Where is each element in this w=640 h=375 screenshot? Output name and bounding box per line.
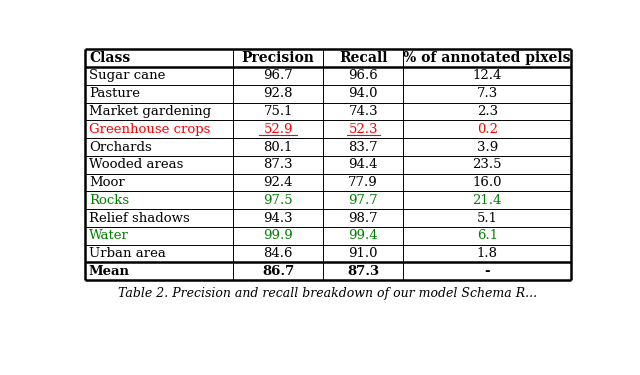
- Text: 87.3: 87.3: [264, 158, 293, 171]
- Text: 86.7: 86.7: [262, 265, 294, 278]
- Text: 98.7: 98.7: [348, 211, 378, 225]
- Text: Moor: Moor: [89, 176, 125, 189]
- Text: 87.3: 87.3: [347, 265, 380, 278]
- Text: 99.4: 99.4: [348, 229, 378, 242]
- Text: Precision: Precision: [242, 51, 315, 65]
- Text: Wooded areas: Wooded areas: [89, 158, 183, 171]
- Text: 21.4: 21.4: [472, 194, 502, 207]
- Text: 52.3: 52.3: [349, 123, 378, 136]
- Text: -: -: [484, 265, 490, 278]
- Text: 6.1: 6.1: [477, 229, 498, 242]
- Text: Pasture: Pasture: [89, 87, 140, 100]
- Text: 74.3: 74.3: [348, 105, 378, 118]
- Text: 52.9: 52.9: [264, 123, 293, 136]
- Text: Rocks: Rocks: [89, 194, 129, 207]
- Text: 91.0: 91.0: [349, 247, 378, 260]
- Text: 16.0: 16.0: [472, 176, 502, 189]
- Text: 94.4: 94.4: [349, 158, 378, 171]
- Text: 23.5: 23.5: [472, 158, 502, 171]
- Text: 3.9: 3.9: [477, 141, 498, 153]
- Text: 83.7: 83.7: [348, 141, 378, 153]
- Text: 2.3: 2.3: [477, 105, 498, 118]
- Text: 94.0: 94.0: [349, 87, 378, 100]
- Text: Mean: Mean: [89, 265, 130, 278]
- Text: 5.1: 5.1: [477, 211, 498, 225]
- Text: % of annotated pixels: % of annotated pixels: [403, 51, 571, 65]
- Text: Water: Water: [89, 229, 129, 242]
- Text: 80.1: 80.1: [264, 141, 293, 153]
- Text: 97.5: 97.5: [264, 194, 293, 207]
- Text: 77.9: 77.9: [348, 176, 378, 189]
- Text: Greenhouse crops: Greenhouse crops: [89, 123, 211, 136]
- Text: 94.3: 94.3: [264, 211, 293, 225]
- Text: 97.7: 97.7: [348, 194, 378, 207]
- Text: Urban area: Urban area: [89, 247, 166, 260]
- Text: 96.7: 96.7: [263, 69, 293, 82]
- Text: Relief shadows: Relief shadows: [89, 211, 189, 225]
- Text: Orchards: Orchards: [89, 141, 152, 153]
- Text: Recall: Recall: [339, 51, 387, 65]
- Text: 7.3: 7.3: [477, 87, 498, 100]
- Text: 75.1: 75.1: [264, 105, 293, 118]
- Text: 0.2: 0.2: [477, 123, 498, 136]
- Text: Market gardening: Market gardening: [89, 105, 211, 118]
- Text: Class: Class: [89, 51, 130, 65]
- Text: 84.6: 84.6: [264, 247, 293, 260]
- Text: 92.8: 92.8: [264, 87, 293, 100]
- Text: 92.4: 92.4: [264, 176, 293, 189]
- Text: Table 2. Precision and recall breakdown of our model Schema R...: Table 2. Precision and recall breakdown …: [118, 287, 538, 300]
- Text: 99.9: 99.9: [263, 229, 293, 242]
- Text: 96.6: 96.6: [348, 69, 378, 82]
- Text: 1.8: 1.8: [477, 247, 498, 260]
- Text: 12.4: 12.4: [472, 69, 502, 82]
- Text: Sugar cane: Sugar cane: [89, 69, 165, 82]
